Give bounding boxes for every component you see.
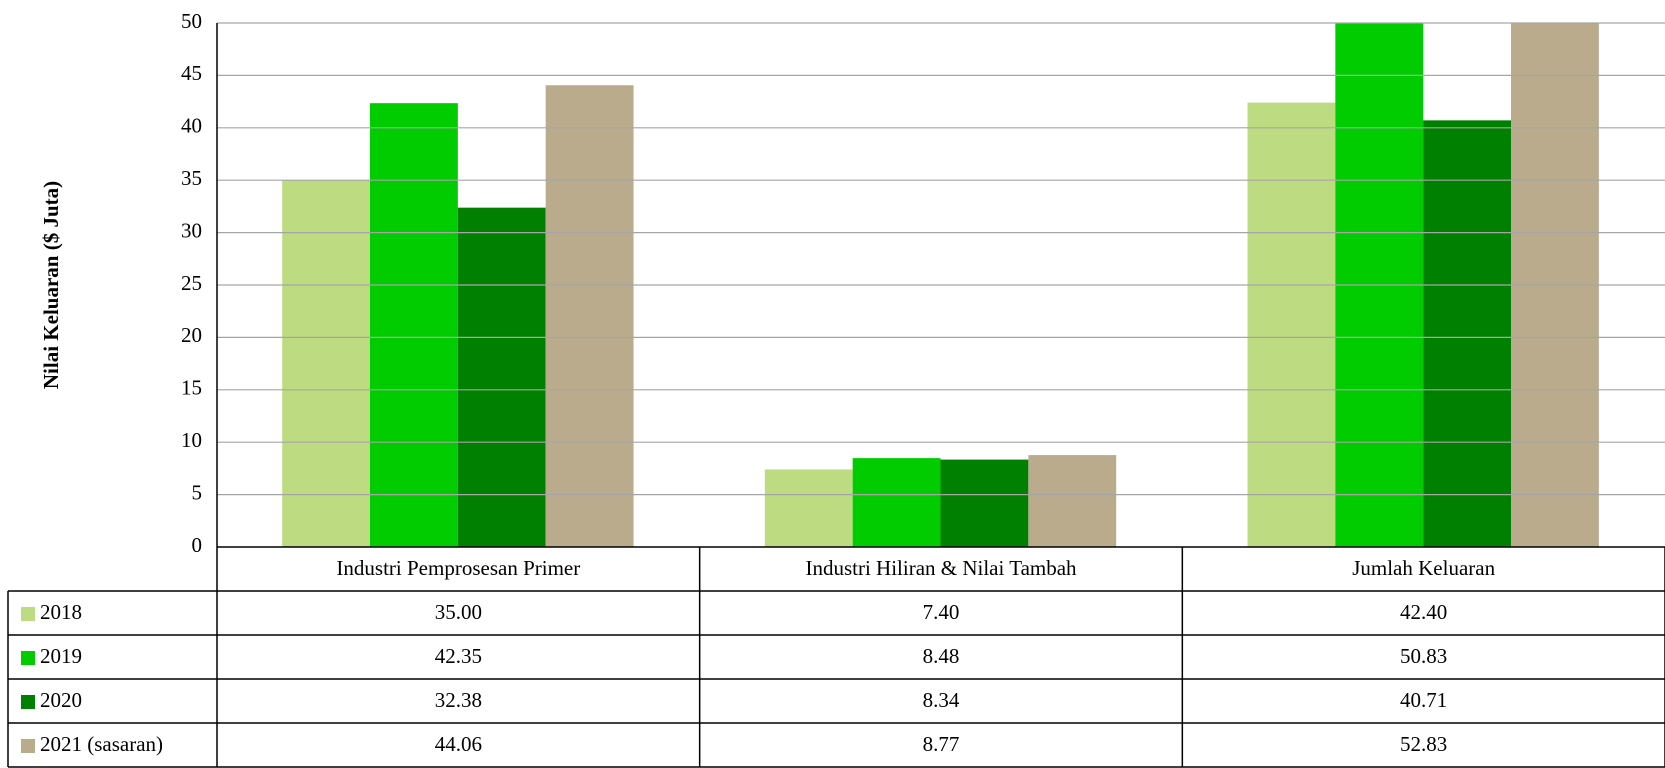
bar bbox=[852, 458, 941, 547]
y-tick-label: 20 bbox=[181, 323, 202, 347]
y-tick-label: 40 bbox=[181, 114, 202, 138]
y-axis-title: Nilai Keluaran ($ Juta) bbox=[39, 181, 63, 389]
bar bbox=[457, 207, 546, 547]
legend-label: 2018 bbox=[40, 600, 82, 624]
table-value: 8.48 bbox=[923, 644, 960, 668]
x-tick-label: Industri Hiliran & Nilai Tambah bbox=[805, 556, 1077, 580]
table-value: 8.77 bbox=[923, 732, 960, 756]
y-tick-label: 5 bbox=[192, 480, 203, 504]
table-value: 35.00 bbox=[435, 600, 482, 624]
bar bbox=[1423, 120, 1512, 547]
legend-label: 2021 (sasaran) bbox=[40, 732, 163, 756]
y-tick-label: 50 bbox=[181, 9, 202, 33]
legend-swatch bbox=[21, 607, 35, 621]
legend-label: 2019 bbox=[40, 644, 82, 668]
y-tick-label: 0 bbox=[192, 533, 203, 557]
legend-swatch bbox=[21, 651, 35, 665]
y-tick-label: 25 bbox=[181, 271, 202, 295]
table-value: 7.40 bbox=[923, 600, 960, 624]
table-value: 42.40 bbox=[1400, 600, 1447, 624]
bar bbox=[1028, 455, 1117, 547]
legend-swatch bbox=[21, 739, 35, 753]
bar bbox=[370, 103, 458, 547]
legend-swatch bbox=[21, 695, 35, 709]
x-tick-label: Jumlah Keluaran bbox=[1352, 556, 1495, 580]
table-value: 42.35 bbox=[435, 644, 482, 668]
y-tick-label: 45 bbox=[181, 61, 202, 85]
bar bbox=[940, 459, 1029, 547]
x-tick-label: Industri Pemprosesan Primer bbox=[336, 556, 580, 580]
y-tick-label: 15 bbox=[181, 376, 202, 400]
bar bbox=[282, 180, 371, 547]
bar bbox=[764, 469, 853, 547]
table-value: 8.34 bbox=[923, 688, 960, 712]
table-value: 52.83 bbox=[1400, 732, 1447, 756]
bar bbox=[545, 85, 634, 547]
y-tick-label: 10 bbox=[181, 428, 202, 452]
y-tick-label: 30 bbox=[181, 218, 202, 242]
table-value: 44.06 bbox=[435, 732, 482, 756]
bar bbox=[1335, 23, 1424, 547]
table-value: 50.83 bbox=[1400, 644, 1447, 668]
bar bbox=[1247, 102, 1336, 547]
table-value: 32.38 bbox=[435, 688, 482, 712]
table-value: 40.71 bbox=[1400, 688, 1447, 712]
bars bbox=[282, 23, 1599, 547]
y-tick-label: 35 bbox=[181, 166, 202, 190]
legend-label: 2020 bbox=[40, 688, 82, 712]
bar bbox=[1511, 23, 1599, 547]
